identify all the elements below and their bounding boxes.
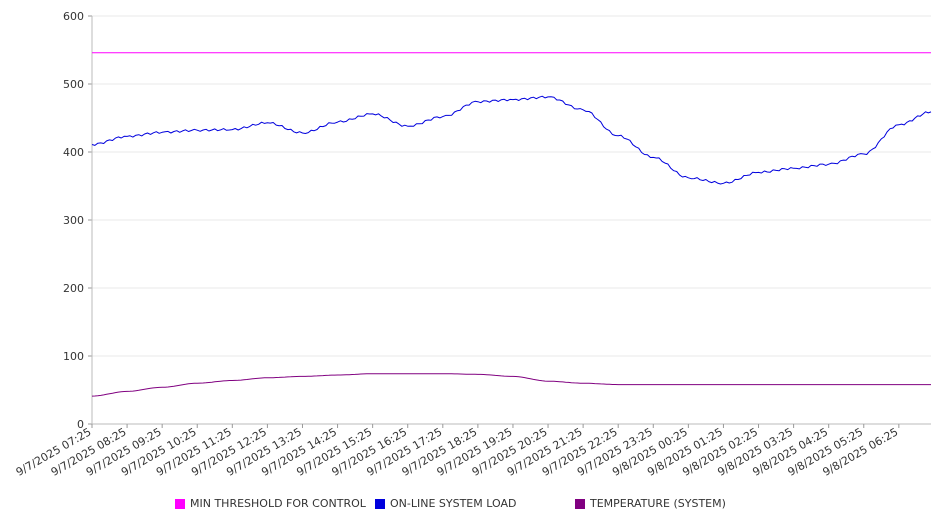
legend-label-min-threshold: MIN THRESHOLD FOR CONTROL (190, 497, 366, 510)
y-tick-label: 0 (77, 418, 84, 431)
legend-label-online-system-load: ON-LINE SYSTEM LOAD (390, 497, 517, 510)
legend-item-min-threshold[interactable]: MIN THRESHOLD FOR CONTROL (175, 497, 366, 510)
axes (88, 15, 931, 428)
legend-swatch-temperature (575, 498, 585, 509)
legend: MIN THRESHOLD FOR CONTROL ON-LINE SYSTEM… (0, 497, 946, 517)
legend-item-temperature[interactable]: TEMPERATURE (SYSTEM) (575, 497, 726, 510)
gridlines (92, 15, 931, 357)
y-tick-label: 100 (63, 350, 84, 363)
y-tick-label: 400 (63, 146, 84, 159)
series-lines (91, 52, 932, 397)
legend-swatch-min-threshold (175, 498, 185, 509)
legend-item-online-system-load[interactable]: ON-LINE SYSTEM LOAD (375, 497, 516, 510)
legend-label-temperature: TEMPERATURE (SYSTEM) (590, 497, 726, 510)
x-tick-labels: 9/7/2025 07:259/7/2025 08:259/7/2025 09:… (14, 425, 901, 479)
series-line-temperature (91, 373, 931, 397)
legend-swatch-online-system-load (375, 498, 385, 509)
y-tick-labels: 0 100 200 300 400 500 600 (63, 10, 84, 431)
y-tick-label: 500 (63, 78, 84, 91)
y-tick-label: 200 (63, 282, 84, 295)
y-tick-label: 600 (63, 10, 84, 23)
y-tick-label: 300 (63, 214, 84, 227)
series-line-online-system-load (91, 95, 932, 185)
